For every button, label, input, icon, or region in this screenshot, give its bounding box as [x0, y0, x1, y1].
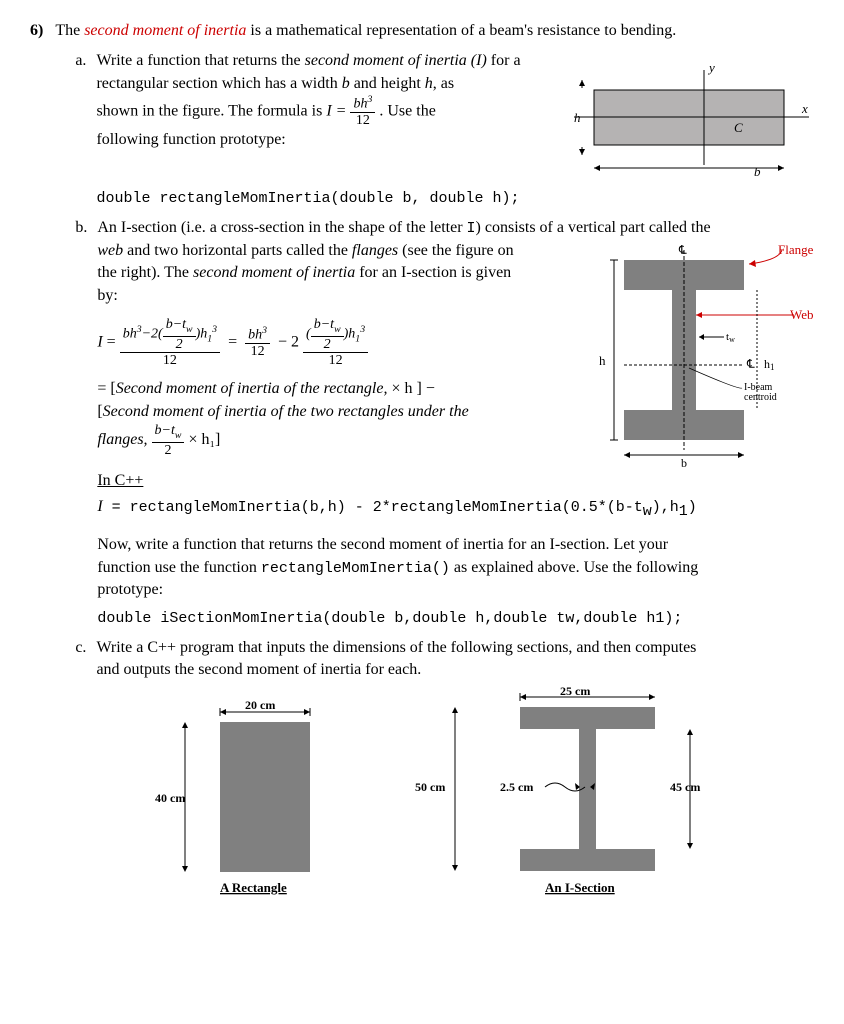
fig-i-section: ℄ Flange Web tw h	[584, 240, 814, 470]
c-line2: and outputs the second moment of inertia…	[96, 659, 814, 681]
b-para-2: function use the function rectangleMomIn…	[97, 557, 814, 579]
t: flanges	[352, 242, 398, 259]
b-label: b	[681, 456, 687, 470]
b-eq-line2: [Second moment of inertia of the two rec…	[97, 401, 570, 423]
part-b: b. An I-section (i.e. a cross-section in…	[75, 217, 814, 628]
t: b	[342, 75, 350, 92]
a-line2: rectangular section which has a width b …	[96, 73, 534, 95]
c-line1: Write a C++ program that inputs the dime…	[96, 637, 814, 659]
b-line1: An I-section (i.e. a cross-section in th…	[97, 217, 814, 239]
a-line1: Write a function that returns the second…	[96, 50, 534, 72]
part-a: a. Write a function that returns the sec…	[75, 50, 814, 209]
t: × h ] −	[387, 380, 434, 397]
t: and two horizontal parts called the	[123, 242, 352, 259]
t: = [	[97, 380, 115, 397]
t: Write a function that returns the	[96, 52, 304, 69]
b-line4: by:	[97, 285, 570, 307]
in-cpp-heading: In C++	[97, 470, 814, 492]
c-rect-w: 20 cm	[245, 698, 275, 712]
label-C: C	[734, 120, 743, 135]
intro-text-2: is a mathematical representation of a be…	[246, 22, 676, 39]
t: function use the function	[97, 559, 261, 576]
part-c-label: c.	[75, 637, 86, 898]
intro-text-1: The	[55, 22, 84, 39]
t: rectangleMomInertia()	[261, 560, 450, 577]
b-para-3: prototype:	[97, 579, 814, 601]
a-line4: following function prototype:	[96, 129, 534, 151]
t: second moment of inertia (I)	[305, 52, 487, 69]
t: the right). The	[97, 264, 193, 281]
intro-term: second moment of inertia	[84, 22, 246, 39]
t: An I-section (i.e. a cross-section in th…	[97, 219, 466, 236]
b-line3: the right). The second moment of inertia…	[97, 262, 570, 284]
cpp-line: I = rectangleMomInertia(b,h) - 2*rectang…	[97, 496, 814, 522]
label-b: b	[754, 164, 761, 179]
intro-line: The second moment of inertia is a mathem…	[55, 20, 814, 42]
part-c: c. Write a C++ program that inputs the d…	[75, 637, 814, 898]
c-isec-h1: 45 cm	[670, 780, 700, 794]
b-prototype: double iSectionMomInertia(double b,doubl…	[97, 608, 814, 629]
t: (see the figure on	[398, 242, 514, 259]
h-label: h	[599, 353, 606, 368]
t: , as	[433, 75, 454, 92]
t: ),h	[652, 499, 679, 516]
t: h	[425, 75, 433, 92]
t: In C++	[97, 472, 143, 489]
formula-I: I =	[326, 103, 350, 120]
a-prototype: double rectangleMomInertia(double b, dou…	[96, 188, 814, 209]
b-eq-line1: = [Second moment of inertia of the recta…	[97, 378, 570, 400]
part-b-label: b.	[75, 217, 87, 628]
t: as explained above. Use the following	[450, 559, 698, 576]
axis-y: y	[707, 60, 715, 75]
question-number: 6)	[30, 20, 43, 897]
t: ) consists of a vertical part called the	[476, 219, 711, 236]
axis-x: x	[801, 101, 808, 116]
label-h: h	[574, 110, 581, 125]
h1-label: h1	[764, 357, 775, 372]
fig-rectangle: y x C h b	[554, 50, 814, 180]
tw-label: tw	[726, 331, 735, 344]
centroid-label-2: centroid	[744, 392, 777, 403]
problem-6: 6) The second moment of inertia is a mat…	[30, 20, 814, 897]
fig-c-rectangle: 20 cm 40 cm A Rectangle	[150, 697, 350, 897]
t: and height	[350, 75, 425, 92]
t: rectangular section which has a width	[96, 75, 341, 92]
t: Second moment of inertia of the two rect…	[103, 403, 469, 420]
cl-top: ℄	[678, 243, 687, 257]
t: = rectangleMomInertia(b,h) - 2*rectangle…	[103, 499, 643, 516]
b-formula: I = bh3−2(b−tw2)h1312 = bh312 − 2 (b−tw2…	[97, 317, 570, 368]
t: × h₁]	[188, 431, 220, 448]
part-a-label: a.	[75, 50, 86, 209]
t: I	[467, 220, 476, 237]
b-line2: web and two horizontal parts called the …	[97, 240, 570, 262]
c-rect-h: 40 cm	[155, 791, 185, 805]
t: Second moment of inertia of the rectangl…	[116, 380, 388, 397]
t: second moment of inertia	[193, 264, 355, 281]
t: shown in the figure. The formula is	[96, 103, 326, 120]
t: for a	[487, 52, 521, 69]
t: flanges,	[97, 431, 151, 448]
web-label: Web	[790, 307, 814, 322]
b-eq-line3: flanges, b−tw2 × h₁]	[97, 423, 570, 458]
t: )	[688, 499, 697, 516]
c-isec-title: An I-Section	[545, 880, 615, 895]
t: . Use the	[379, 103, 435, 120]
t: for an I-section is given	[355, 264, 511, 281]
b-para-1: Now, write a function that returns the s…	[97, 534, 814, 556]
fig-c-isection: 25 cm 50 cm	[380, 687, 760, 897]
flange-label: Flange	[778, 242, 814, 257]
t: web	[97, 242, 123, 259]
fraction-bh3-12: bh312	[350, 95, 375, 128]
c-isec-tw: 2.5 cm	[500, 780, 533, 794]
c-isec-b: 25 cm	[560, 687, 590, 698]
a-line3: shown in the figure. The formula is I = …	[96, 95, 534, 128]
cl-right: ℄	[746, 357, 755, 371]
c-rect-title: A Rectangle	[220, 880, 287, 895]
c-isec-h: 50 cm	[415, 780, 445, 794]
